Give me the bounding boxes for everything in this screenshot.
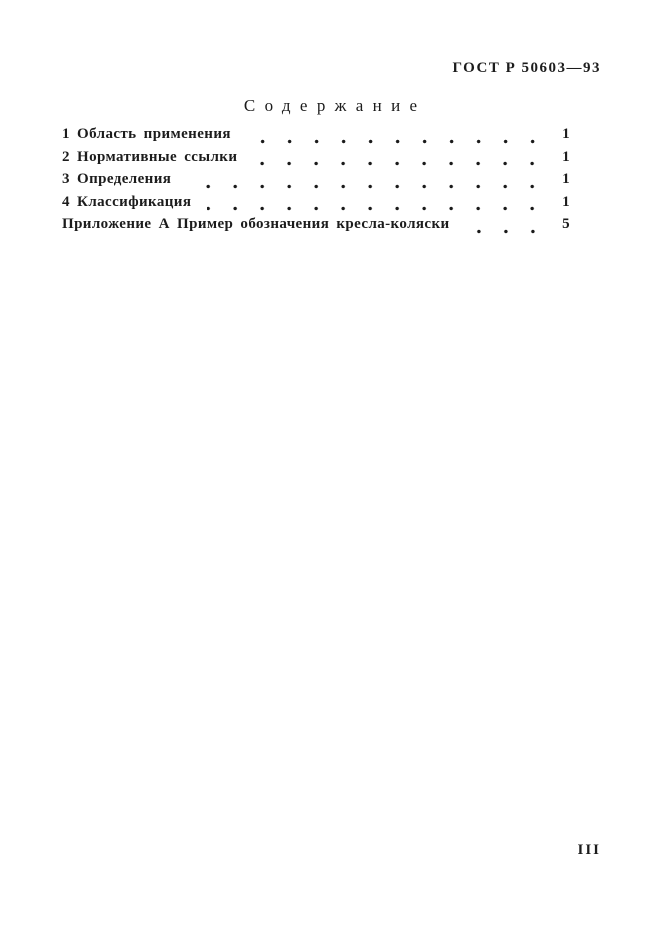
toc-entry-label: 3 Определения <box>62 171 172 187</box>
toc-entry: 1 Область применения 1 <box>62 126 570 149</box>
toc-entry: 2 Нормативные ссылки 1 <box>62 149 570 172</box>
toc-entry-page: 5 <box>562 216 570 232</box>
page-number: III <box>577 842 601 858</box>
toc-entry-label: 2 Нормативные ссылки <box>62 148 238 165</box>
toc-heading: Содержание <box>243 96 427 115</box>
toc-entry-page: 1 <box>562 126 570 142</box>
toc-entry-page: 1 <box>562 171 570 187</box>
toc-entry-page: 1 <box>562 148 570 165</box>
table-of-contents: 1 Область применения 1 2 Нормативные ссы… <box>62 126 570 239</box>
leader-dots <box>207 205 546 212</box>
toc-entry: 4 Классификация 1 <box>62 194 570 217</box>
document-code: ГОСТ Р 50603—93 <box>452 60 601 76</box>
leader-dots <box>253 160 546 167</box>
toc-entry: Приложение А Пример обозначения кресла-к… <box>62 216 570 239</box>
toc-entry-label: 1 Область применения <box>62 126 231 142</box>
leader-dots <box>246 137 546 145</box>
toc-entry-page: 1 <box>562 193 570 210</box>
leader-dots <box>465 227 546 235</box>
toc-entry: 3 Определения 1 <box>62 171 570 194</box>
toc-entry-label: Приложение А Пример обозначения кресла-к… <box>62 216 450 232</box>
leader-dots <box>187 182 546 190</box>
toc-entry-label: 4 Классификация <box>62 193 192 210</box>
